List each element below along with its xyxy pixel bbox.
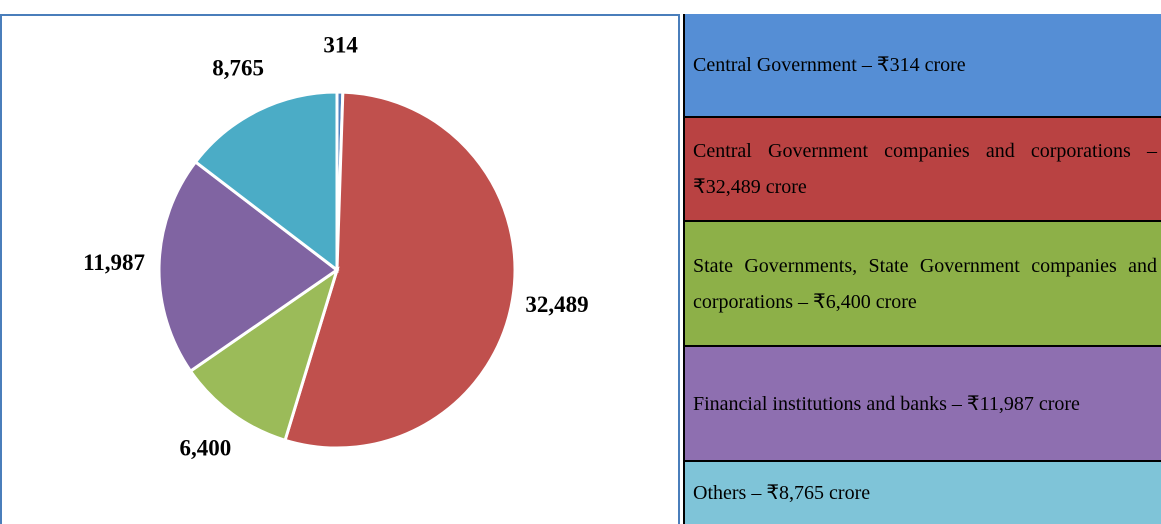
data-label: 6,400 bbox=[179, 435, 231, 460]
pie-chart: 314 32,489 6,400 11,987 8,765 bbox=[83, 32, 589, 460]
legend-text: Central Government companies and corpora… bbox=[693, 140, 1157, 198]
legend-entry: Central Government – ₹314 crore bbox=[685, 14, 1161, 118]
chart-frame bbox=[0, 14, 680, 524]
data-label: 32,489 bbox=[525, 292, 588, 317]
legend-text: Financial institutions and banks – ₹11,9… bbox=[693, 392, 1080, 415]
legend-entry: Central Government companies and corpora… bbox=[685, 118, 1161, 222]
pie-slice bbox=[193, 90, 339, 274]
data-label: 8,765 bbox=[212, 55, 264, 80]
pie-slice bbox=[188, 266, 340, 443]
legend-text: State Governments, State Government comp… bbox=[693, 254, 1157, 313]
legend: Central Government – ₹314 crore Central G… bbox=[683, 14, 1161, 524]
pie-slice bbox=[283, 90, 517, 450]
legend-text: Others – ₹8,765 crore bbox=[693, 482, 871, 504]
legend-entry: Others – ₹8,765 crore bbox=[685, 462, 1161, 524]
legend-entry: Financial institutions and banks – ₹11,9… bbox=[685, 347, 1161, 462]
legend-text: Central Government – ₹314 crore bbox=[693, 54, 966, 76]
pie-slice bbox=[157, 159, 340, 374]
legend-entry: State Governments, State Government comp… bbox=[685, 222, 1161, 347]
data-label: 11,987 bbox=[83, 250, 145, 275]
data-label: 314 bbox=[323, 32, 358, 57]
